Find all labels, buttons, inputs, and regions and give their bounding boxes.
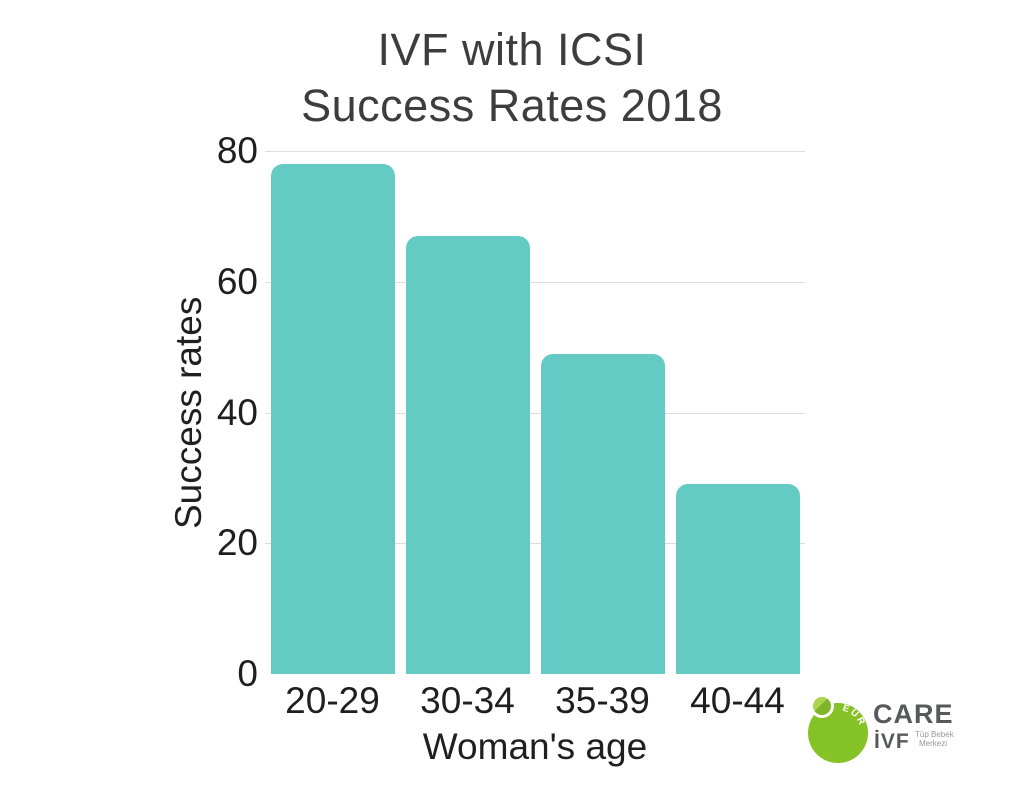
gridline-80: [265, 151, 805, 152]
gridline-40: [265, 412, 805, 414]
gridline-60: [265, 281, 805, 283]
y-tick-label-80: 80: [216, 130, 258, 171]
bar-slot-40-44: [670, 151, 805, 674]
x-tick-label-35-39: 35-39: [555, 680, 650, 721]
x-axis-title: Woman's age: [422, 726, 648, 767]
y-axis-tick-labels: 0 20 40 60 80: [140, 130, 258, 694]
y-tick-label-20: 20: [216, 522, 258, 564]
x-axis-tick-labels: 20-29 30-34 35-39 40-44: [265, 680, 805, 722]
plot-area: [265, 151, 805, 674]
x-tick-label-30-34: 30-34: [420, 680, 515, 721]
bar-slot-35-39: [535, 151, 670, 674]
chart-title: IVF with ICSI Success Rates 2018: [0, 22, 1024, 134]
bar-30-34: [405, 236, 530, 674]
gridlines: [265, 151, 805, 674]
bar-slot-30-34: [400, 151, 535, 674]
bar-40-44: [675, 484, 800, 674]
chart-title-line1: IVF with ICSI: [377, 24, 647, 75]
bar-series: [265, 151, 805, 674]
y-tick-label-0: 0: [237, 653, 258, 694]
bar-35-39: [540, 353, 665, 674]
logo-dot: [810, 694, 834, 718]
chart-title-line2: Success Rates 2018: [301, 80, 723, 131]
x-tick-label-40-44: 40-44: [690, 680, 785, 721]
logo-tagline-line1: Tüp Bebek: [915, 730, 955, 739]
clinic-logo: EURO CARE İVF Tüp Bebek Merkezi: [795, 685, 955, 763]
logo-tagline-line2: Merkezi: [919, 739, 947, 748]
x-tick-label-20-29: 20-29: [285, 680, 380, 721]
logo-brand-text: CARE: [873, 699, 954, 729]
bar-slot-20-29: [265, 151, 400, 674]
logo-circle: [808, 703, 868, 763]
gridline-20: [265, 543, 805, 545]
bar-20-29: [270, 164, 395, 674]
y-tick-label-40: 40: [216, 391, 258, 433]
y-tick-label-60: 60: [216, 260, 258, 302]
logo-brand-sub-text: İVF: [874, 730, 910, 753]
